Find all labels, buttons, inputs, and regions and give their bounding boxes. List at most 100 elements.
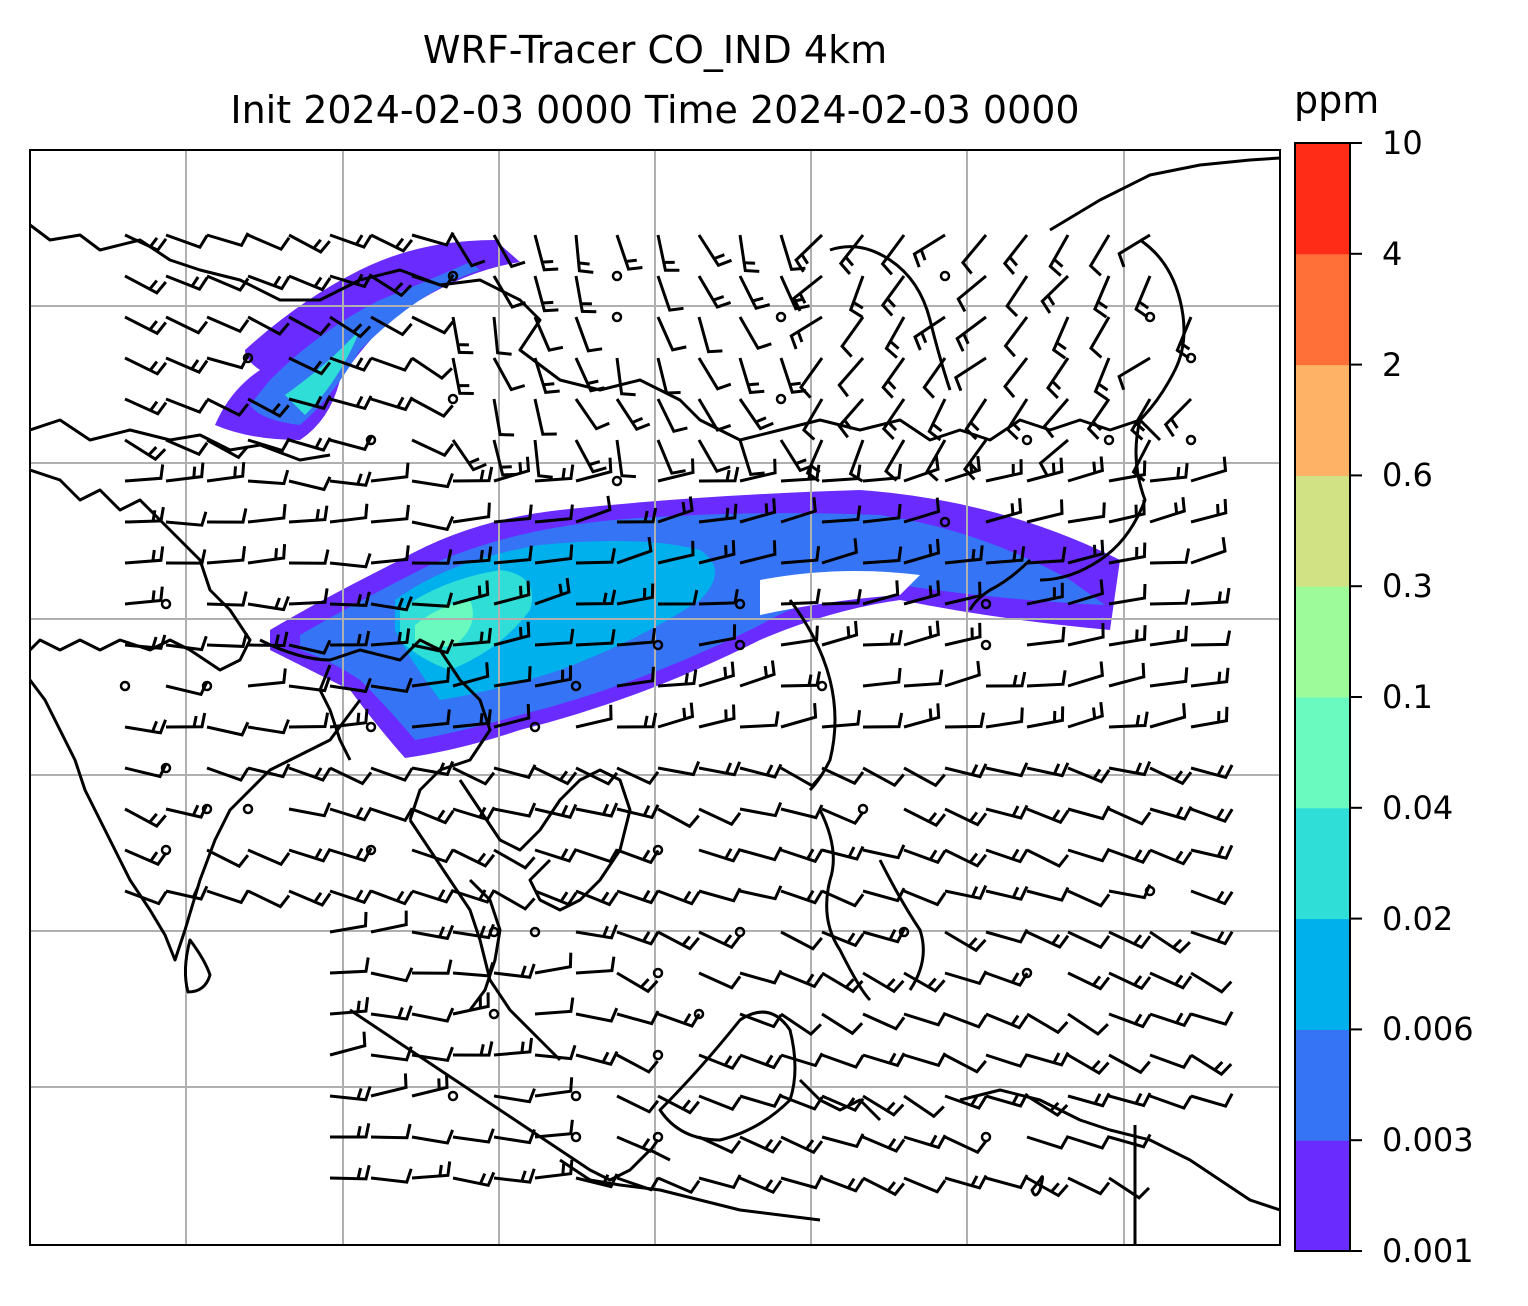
wind-barb <box>206 354 250 370</box>
wind-barb <box>821 1053 865 1069</box>
wind-barb <box>1190 536 1227 565</box>
wind-barb <box>411 888 455 904</box>
wind-barb-calm <box>775 311 787 323</box>
wind-barb <box>862 1012 906 1031</box>
wind-barb <box>1026 807 1070 825</box>
wind-barb <box>862 971 905 994</box>
wind-barb <box>370 596 413 612</box>
wind-barb <box>1190 889 1234 906</box>
wind-barb <box>329 591 371 607</box>
wind-barb <box>575 1007 619 1023</box>
wind-barb <box>1149 971 1193 990</box>
wind-barb <box>739 846 783 862</box>
wind-barb <box>960 234 988 275</box>
wind-barb <box>657 1176 701 1195</box>
wind-barb <box>657 458 695 483</box>
wind-barb <box>370 545 410 565</box>
wind-barb <box>1134 275 1152 319</box>
wind-barb <box>165 438 209 457</box>
wind-barb <box>452 1128 495 1144</box>
wind-barb <box>493 764 537 780</box>
wind-barb <box>575 889 619 907</box>
wind-barb <box>821 845 865 861</box>
wind-barb <box>493 848 536 870</box>
wind-barb <box>1108 662 1146 688</box>
wind-barb <box>370 1046 413 1062</box>
wind-barb <box>912 233 946 268</box>
wind-barb <box>370 677 413 693</box>
wind-barb-calm <box>652 639 664 651</box>
wind-barb <box>616 804 660 820</box>
wind-barb <box>329 1085 372 1102</box>
wind-barb <box>780 464 821 483</box>
wind-barb <box>575 848 619 864</box>
wind-barb <box>698 1174 742 1190</box>
wind-barb-calm <box>652 967 664 979</box>
wind-barb <box>370 1073 408 1098</box>
wind-barb <box>1026 582 1064 606</box>
wind-barb <box>411 397 454 418</box>
wind-barb <box>789 315 823 350</box>
wind-barb <box>1026 1051 1070 1067</box>
wind-barb-calm <box>1021 434 1033 446</box>
wind-barb <box>492 234 526 269</box>
wind-barb <box>884 439 906 482</box>
wind-barb <box>1026 706 1065 729</box>
wind-barb <box>493 1037 533 1057</box>
wind-barb <box>288 712 330 729</box>
wind-barb <box>124 848 168 867</box>
wind-barb <box>903 1011 947 1027</box>
wind-barb <box>780 848 824 864</box>
wind-barb <box>657 540 695 565</box>
wind-barb <box>884 316 906 359</box>
wind-barb <box>493 703 531 729</box>
wind-barb <box>1190 1011 1234 1026</box>
wind-barb <box>329 356 373 372</box>
wind-barb <box>821 464 862 483</box>
wind-barb <box>493 802 537 818</box>
wind-barb <box>206 632 248 648</box>
wind-barb <box>124 889 168 906</box>
wind-barb <box>698 1053 742 1070</box>
wind-barb <box>411 472 454 489</box>
wind-barb-calm <box>980 639 992 651</box>
wind-barb <box>616 666 655 688</box>
colorbar-tick-label: 0.003 <box>1382 1121 1474 1160</box>
wind-barb <box>1149 462 1189 483</box>
colorbar-tick-label: 0.6 <box>1382 456 1433 495</box>
wind-barb <box>165 712 207 729</box>
wind-barb <box>165 681 209 697</box>
wind-barb <box>370 910 408 934</box>
wind-barb <box>698 761 742 777</box>
wind-barb <box>779 234 806 271</box>
wind-barb <box>985 928 1029 944</box>
wind-barb <box>165 233 209 250</box>
wind-barb <box>411 549 453 565</box>
wind-barb <box>738 316 772 351</box>
wind-barb <box>985 971 1029 987</box>
wind-barb <box>697 398 732 432</box>
wind-barb <box>739 1053 783 1070</box>
wind-barb <box>985 459 1023 483</box>
wind-barb <box>953 356 987 392</box>
wind-barb <box>616 971 659 994</box>
wind-barb <box>821 1094 865 1113</box>
wind-barb <box>452 806 496 822</box>
wind-barb <box>738 357 765 395</box>
wind-barb <box>862 580 900 606</box>
wind-barb <box>780 702 818 729</box>
wind-barb <box>1149 589 1190 606</box>
wind-barb <box>1051 316 1070 360</box>
colorbar-tick-label: 10 <box>1382 124 1423 162</box>
wind-barb <box>411 639 455 655</box>
wind-barb <box>821 710 862 729</box>
wind-barb <box>616 712 658 729</box>
wind-barb <box>1026 499 1064 524</box>
wind-barb <box>944 1053 987 1074</box>
wind-barb <box>370 274 413 298</box>
wind-barb <box>574 357 605 393</box>
wind-barb <box>821 930 865 948</box>
wind-barb <box>956 274 987 313</box>
wind-barb <box>288 676 331 693</box>
